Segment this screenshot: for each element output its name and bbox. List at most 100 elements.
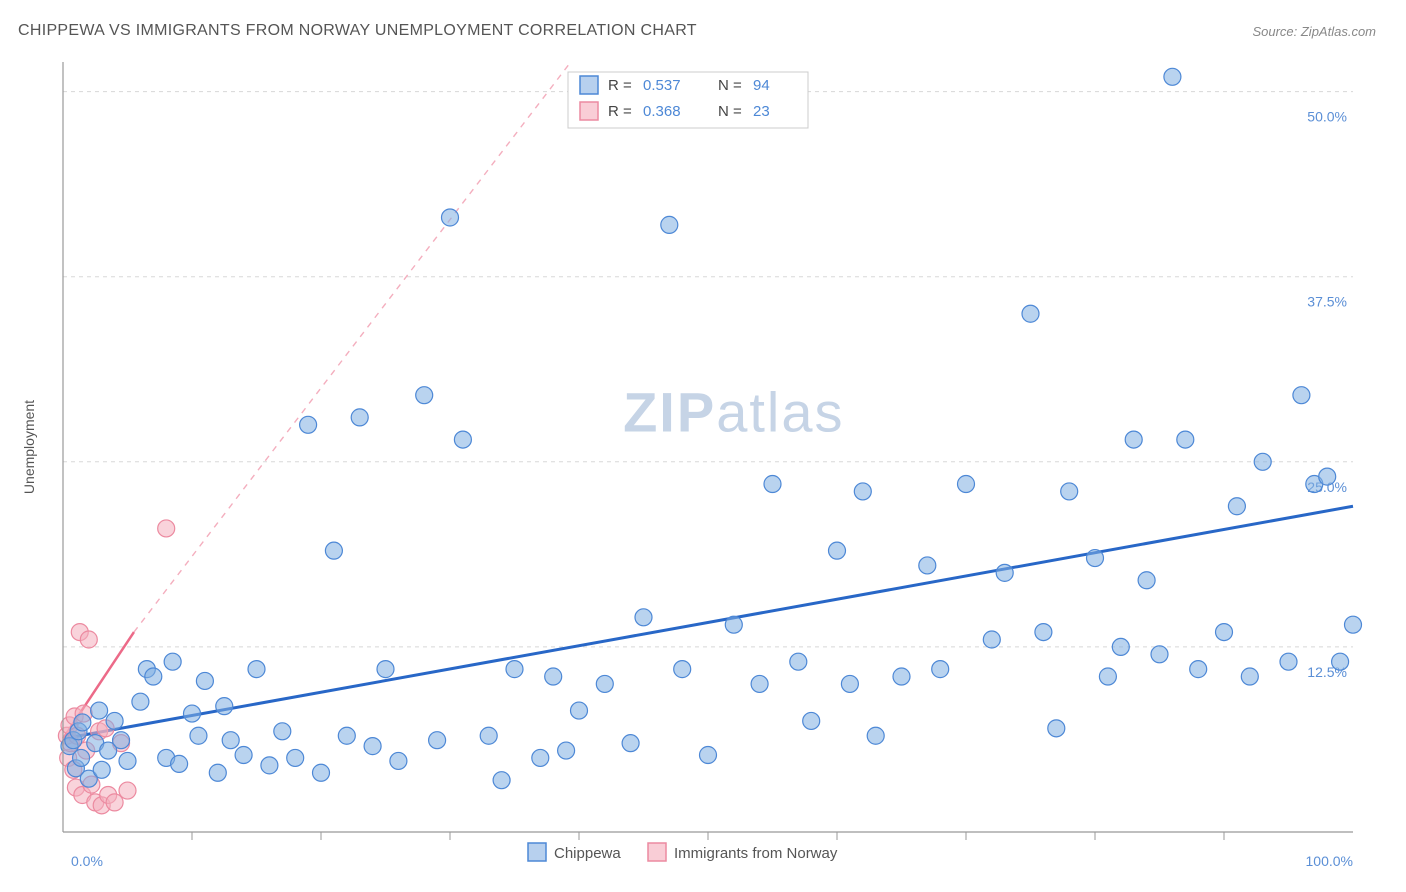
legend-n-label: N =: [718, 77, 742, 94]
data-point-chippewa: [351, 409, 368, 426]
data-point-chippewa: [1241, 668, 1258, 685]
bottom-legend-swatch: [648, 843, 666, 861]
data-point-chippewa: [622, 735, 639, 752]
data-point-chippewa: [635, 609, 652, 626]
data-point-chippewa: [674, 661, 691, 678]
data-point-chippewa: [113, 732, 130, 749]
legend-swatch: [580, 76, 598, 94]
data-point-chippewa: [506, 661, 523, 678]
data-point-chippewa: [261, 757, 278, 774]
data-point-chippewa: [209, 764, 226, 781]
data-point-chippewa: [571, 702, 588, 719]
data-point-chippewa: [106, 712, 123, 729]
data-point-chippewa: [190, 727, 207, 744]
data-point-chippewa: [1190, 661, 1207, 678]
data-point-norway: [106, 794, 123, 811]
y-tick-label: 50.0%: [1307, 109, 1347, 125]
data-point-chippewa: [338, 727, 355, 744]
data-point-chippewa: [867, 727, 884, 744]
watermark: ZIPatlas: [623, 381, 844, 444]
y-axis-title: Unemployment: [21, 400, 37, 494]
data-point-chippewa: [364, 738, 381, 755]
stats-legend-box: [568, 72, 808, 128]
data-point-chippewa: [442, 209, 459, 226]
data-point-chippewa: [300, 416, 317, 433]
bottom-legend-label: Chippewa: [554, 845, 621, 862]
data-point-chippewa: [1087, 550, 1104, 567]
data-point-norway: [80, 631, 97, 648]
data-point-chippewa: [829, 542, 846, 559]
data-point-chippewa: [854, 483, 871, 500]
data-point-chippewa: [377, 661, 394, 678]
data-point-chippewa: [287, 749, 304, 766]
bottom-legend-swatch: [528, 843, 546, 861]
data-point-chippewa: [164, 653, 181, 670]
data-point-chippewa: [1177, 431, 1194, 448]
data-point-chippewa: [1164, 68, 1181, 85]
data-point-chippewa: [1112, 638, 1129, 655]
data-point-chippewa: [480, 727, 497, 744]
data-point-chippewa: [171, 755, 188, 772]
data-point-chippewa: [1319, 468, 1336, 485]
chart-title: CHIPPEWA VS IMMIGRANTS FROM NORWAY UNEMP…: [18, 22, 697, 40]
data-point-chippewa: [91, 702, 108, 719]
data-point-chippewa: [73, 749, 90, 766]
correlation-scatter-chart: 12.5%25.0%37.5%50.0%ZIPatlas0.0%100.0%Un…: [18, 50, 1388, 880]
data-point-norway: [119, 782, 136, 799]
data-point-chippewa: [416, 387, 433, 404]
data-point-chippewa: [1254, 453, 1271, 470]
data-point-chippewa: [958, 476, 975, 493]
data-point-chippewa: [919, 557, 936, 574]
data-point-chippewa: [216, 698, 233, 715]
data-point-chippewa: [1138, 572, 1155, 589]
data-point-chippewa: [1280, 653, 1297, 670]
data-point-chippewa: [558, 742, 575, 759]
data-point-chippewa: [1345, 616, 1362, 633]
data-point-chippewa: [893, 668, 910, 685]
data-point-chippewa: [429, 732, 446, 749]
data-point-chippewa: [493, 772, 510, 789]
legend-r-value: 0.368: [643, 103, 681, 120]
data-point-chippewa: [841, 675, 858, 692]
legend-swatch: [580, 102, 598, 120]
data-point-chippewa: [132, 693, 149, 710]
data-point-chippewa: [700, 747, 717, 764]
data-point-chippewa: [235, 747, 252, 764]
data-point-chippewa: [1099, 668, 1116, 685]
source-label: Source: ZipAtlas.com: [1252, 24, 1376, 39]
data-point-chippewa: [454, 431, 471, 448]
legend-r-value: 0.537: [643, 77, 681, 94]
data-point-chippewa: [145, 668, 162, 685]
legend-n-value: 23: [753, 103, 770, 120]
x-tick-label: 100.0%: [1306, 853, 1353, 869]
legend-n-label: N =: [718, 103, 742, 120]
data-point-chippewa: [661, 216, 678, 233]
data-point-chippewa: [1151, 646, 1168, 663]
plot-area: [63, 62, 1353, 832]
data-point-chippewa: [93, 761, 110, 778]
data-point-chippewa: [248, 661, 265, 678]
bottom-legend-label: Immigrants from Norway: [674, 845, 838, 862]
data-point-chippewa: [274, 723, 291, 740]
data-point-chippewa: [790, 653, 807, 670]
data-point-chippewa: [1332, 653, 1349, 670]
data-point-chippewa: [1228, 498, 1245, 515]
data-point-chippewa: [390, 752, 407, 769]
data-point-chippewa: [119, 752, 136, 769]
x-tick-label: 0.0%: [71, 853, 103, 869]
data-point-chippewa: [532, 749, 549, 766]
data-point-chippewa: [325, 542, 342, 559]
data-point-chippewa: [222, 732, 239, 749]
legend-r-label: R =: [608, 77, 632, 94]
data-point-chippewa: [725, 616, 742, 633]
data-point-chippewa: [983, 631, 1000, 648]
data-point-chippewa: [1035, 624, 1052, 641]
data-point-chippewa: [596, 675, 613, 692]
data-point-chippewa: [1293, 387, 1310, 404]
data-point-chippewa: [932, 661, 949, 678]
data-point-chippewa: [184, 705, 201, 722]
data-point-chippewa: [74, 714, 91, 731]
data-point-chippewa: [996, 564, 1013, 581]
data-point-chippewa: [1022, 305, 1039, 322]
data-point-chippewa: [764, 476, 781, 493]
